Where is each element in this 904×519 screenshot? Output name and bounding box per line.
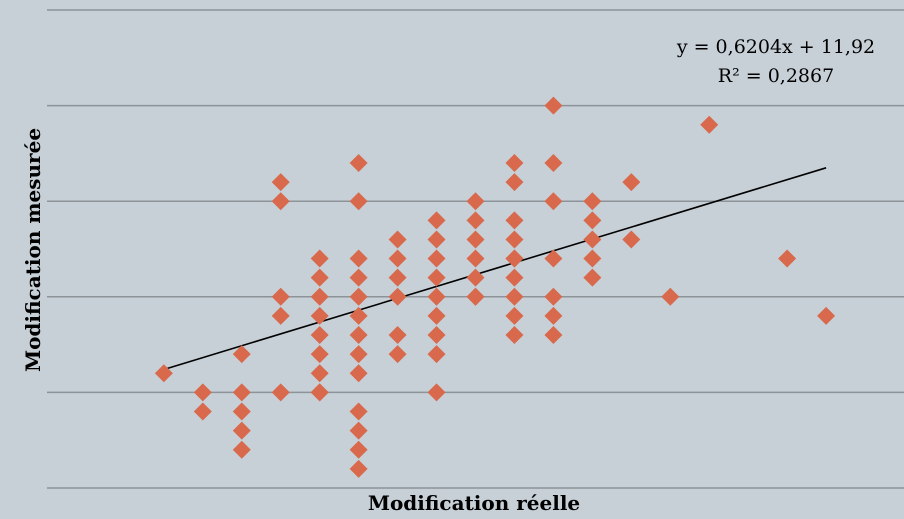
data-point [427,287,446,306]
data-point [349,345,368,364]
data-point [349,402,368,421]
trendline [163,167,827,371]
data-points [154,96,836,478]
data-point [232,421,251,440]
data-point [427,268,446,287]
data-point [232,402,251,421]
data-point [583,249,602,268]
data-point [349,192,368,211]
data-point [349,364,368,383]
data-point [310,383,329,402]
y-axis-title: Modification mesurée [21,128,45,372]
data-point [622,173,641,192]
data-point [505,268,524,287]
data-point [193,402,212,421]
data-point [427,306,446,325]
data-point [466,287,485,306]
data-point [388,230,407,249]
data-point [349,153,368,172]
data-point [622,230,641,249]
data-point [271,173,290,192]
data-point [505,306,524,325]
data-point [466,192,485,211]
data-point [388,345,407,364]
data-point [388,268,407,287]
data-point [544,306,563,325]
data-point [193,383,212,402]
data-point [349,421,368,440]
trendline-r-squared: R² = 0,2867 [718,65,834,87]
data-point [310,249,329,268]
data-point [544,326,563,345]
data-point [310,306,329,325]
data-point [700,115,719,134]
data-point [310,268,329,287]
trendline-equation: y = 0,6204x + 11,92 [676,36,875,58]
data-point [505,249,524,268]
data-point [661,287,680,306]
data-point [310,364,329,383]
data-point [349,306,368,325]
data-point [466,268,485,287]
data-point [505,230,524,249]
data-point [388,326,407,345]
data-point [427,211,446,230]
data-point [349,268,368,287]
data-point [349,249,368,268]
data-point [232,440,251,459]
data-point [505,173,524,192]
data-point [232,383,251,402]
data-point [466,230,485,249]
data-point [583,268,602,287]
data-point [505,211,524,230]
data-point [388,287,407,306]
data-point [466,211,485,230]
data-point [544,192,563,211]
data-point [271,192,290,211]
data-point [505,326,524,345]
data-point [310,345,329,364]
data-point [349,459,368,478]
data-point [349,326,368,345]
x-axis-title: Modification réelle [368,491,580,515]
data-point [544,249,563,268]
data-point [310,326,329,345]
data-point [544,287,563,306]
data-point [271,306,290,325]
data-point [505,153,524,172]
data-point [583,230,602,249]
data-point [505,287,524,306]
data-point [427,249,446,268]
data-point [427,345,446,364]
data-point [778,249,797,268]
data-point [154,364,173,383]
data-point [427,230,446,249]
data-point [583,211,602,230]
data-point [817,306,836,325]
data-point [544,153,563,172]
data-point [388,249,407,268]
data-point [349,440,368,459]
data-point [271,383,290,402]
data-point [427,383,446,402]
data-point [349,287,368,306]
data-point [427,326,446,345]
data-point [466,249,485,268]
data-point [271,287,290,306]
data-point [232,345,251,364]
data-point [583,192,602,211]
data-point [310,287,329,306]
data-point [544,96,563,115]
